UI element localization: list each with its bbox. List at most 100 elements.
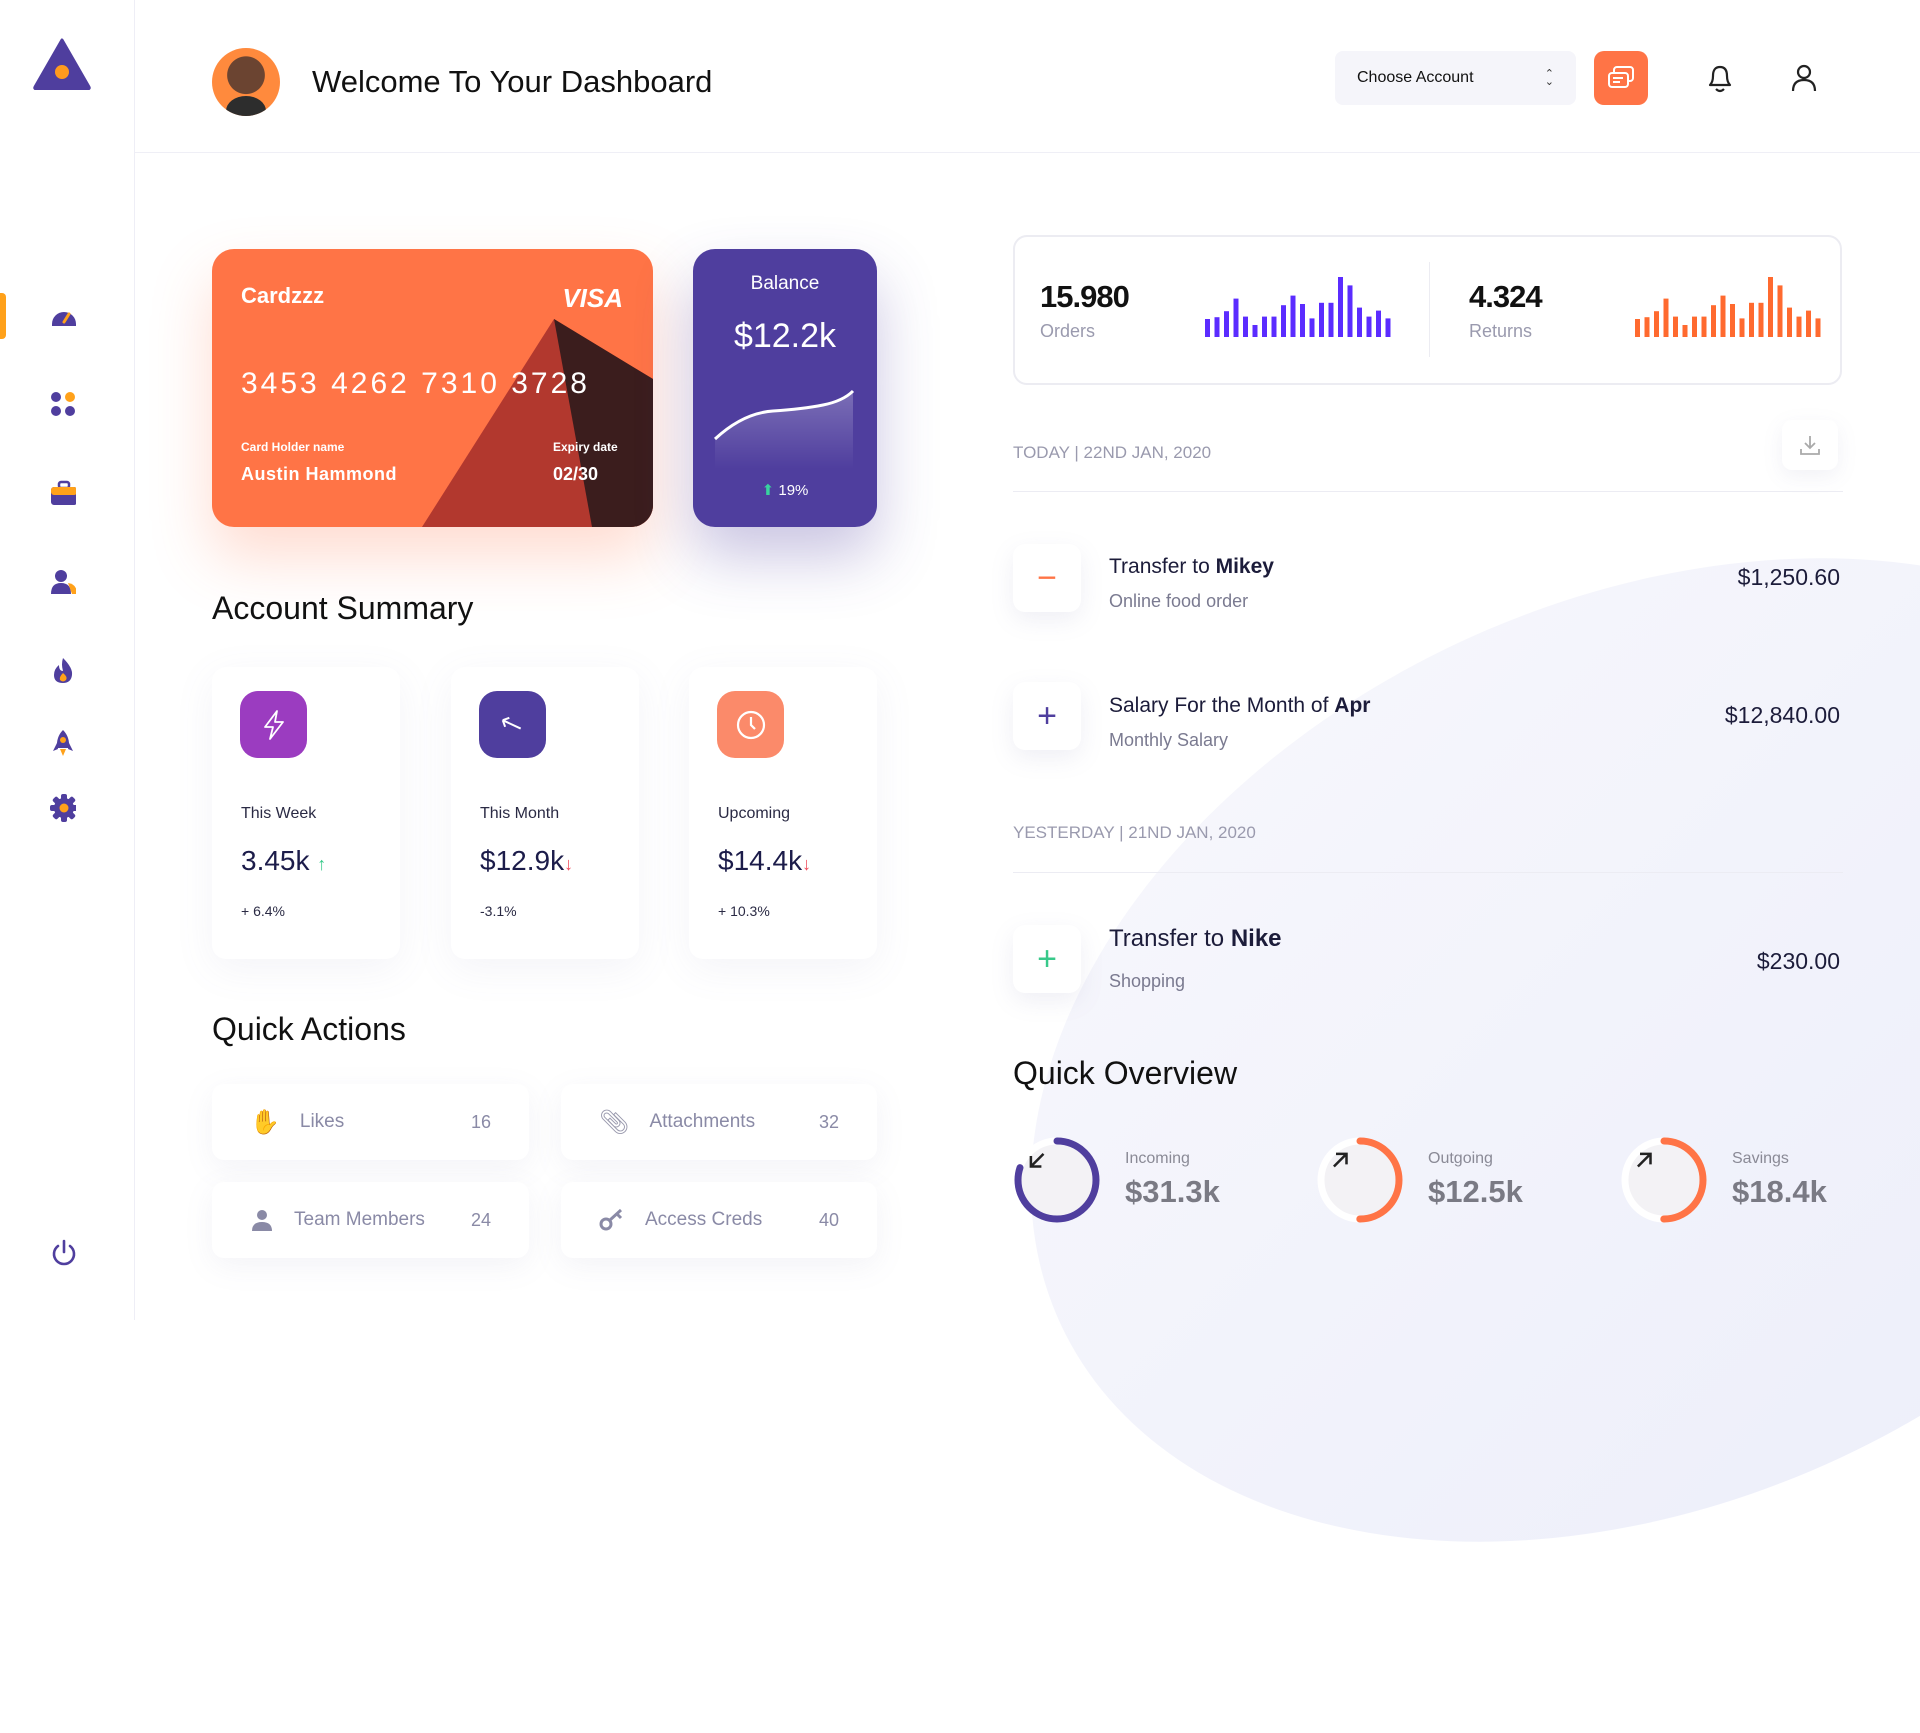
progress-ring [1317, 1137, 1403, 1223]
trend-up-icon: ↑ [317, 854, 327, 874]
chat-icon [1608, 66, 1634, 88]
avatar[interactable] [212, 48, 280, 116]
dashboard-gauge-icon [52, 312, 76, 326]
progress-arc [1014, 1137, 1100, 1223]
quick-action-attachments[interactable]: 📎︎ Attachments 32 [561, 1084, 877, 1160]
bar [1233, 298, 1239, 337]
sidebar-item-dashboard[interactable] [50, 303, 76, 329]
active-indicator [0, 293, 6, 339]
quick-action-likes[interactable]: ✋ Likes 16 [212, 1084, 529, 1160]
card-holder-name: Austin Hammond [241, 464, 398, 484]
quick-action-team-members[interactable]: Team Members 24 [212, 1182, 529, 1258]
sidebar-item-apps[interactable] [50, 391, 76, 417]
arrow-up-left-icon [479, 691, 546, 758]
quick-action-label: Team Members [294, 1209, 425, 1230]
apps-grid-icon [51, 392, 75, 416]
returns-label: Returns [1469, 321, 1533, 341]
sidebar-item-users[interactable] [50, 569, 76, 595]
plus-icon: + [1013, 925, 1081, 993]
expiry-date: 02/30 [553, 464, 599, 484]
summary-label: This Month [480, 805, 560, 822]
account-select[interactable]: Choose Account ⌃ ⌄ [1335, 51, 1576, 105]
transaction-title[interactable]: Transfer to Nike [1109, 925, 1282, 952]
summary-change: -3.1% [480, 903, 517, 919]
credit-card[interactable]: Cardzzz VISA 3453 4262 7310 3728 Card Ho… [212, 249, 653, 527]
transaction-title[interactable]: Transfer to Mikey [1109, 555, 1274, 578]
divider [1013, 491, 1843, 492]
sidebar-item-trending[interactable] [50, 657, 76, 683]
transaction-subtitle: Shopping [1109, 971, 1186, 991]
bar [1644, 317, 1650, 337]
bar [1205, 319, 1210, 337]
bar [1290, 295, 1296, 337]
summary-card-upcoming[interactable]: Upcoming $14.4k↓ + 10.3% [689, 667, 877, 959]
divider [1013, 872, 1843, 873]
bar [1300, 304, 1305, 337]
bar [1711, 305, 1716, 337]
balance-change-value: 19% [778, 482, 809, 499]
notifications-button[interactable] [1705, 62, 1735, 99]
divider [1429, 262, 1430, 357]
bell-icon [1708, 65, 1732, 93]
bar [1739, 318, 1745, 337]
bar [1338, 277, 1343, 337]
bar [1262, 316, 1267, 337]
bar [1252, 325, 1258, 337]
bar [1654, 311, 1659, 337]
summary-label: This Week [241, 805, 317, 822]
summary-amount: $14.4k [718, 845, 803, 876]
overview-label: Savings [1732, 1150, 1789, 1167]
trend-down-icon: ↓ [802, 854, 812, 874]
summary-label: Upcoming [718, 805, 791, 822]
progress-arc [1317, 1137, 1403, 1223]
clock-icon [717, 691, 784, 758]
summary-value: $12.9k↓ [480, 845, 573, 877]
quick-overview-title: Quick Overview [1013, 1055, 1238, 1091]
top-header: Welcome To Your Dashboard Choose Account… [135, 0, 1920, 153]
arrow-down-left-icon [1029, 1153, 1045, 1168]
bar [1271, 316, 1277, 337]
quick-action-count: 24 [470, 1209, 491, 1230]
quick-actions-title: Quick Actions [212, 1011, 406, 1047]
stats-panel: 15.980 Orders 4.324 Returns [1013, 235, 1842, 385]
transaction-amount: $12,840.00 [1724, 702, 1840, 728]
account-summary-title: Account Summary [212, 590, 474, 626]
logo [33, 38, 91, 90]
returns-bar-chart [1635, 277, 1821, 337]
bar [1796, 316, 1802, 337]
messages-button[interactable] [1594, 51, 1648, 105]
transaction-subtitle: Online food order [1109, 591, 1249, 611]
sidebar-item-launch[interactable] [50, 730, 76, 756]
quick-action-count: 16 [470, 1111, 491, 1132]
balance-card[interactable]: Balance $12.2k ⬆ 19% [693, 249, 877, 527]
profile-button[interactable] [1789, 62, 1819, 99]
bar [1366, 316, 1372, 337]
plus-icon: + [1013, 682, 1081, 750]
power-icon [52, 1239, 76, 1266]
date-header-yesterday: YESTERDAY | 21ND JAN, 2020 [1013, 823, 1256, 842]
transaction-title[interactable]: Salary For the Month of Apr [1109, 694, 1371, 717]
bar [1806, 310, 1811, 337]
sidebar-item-settings[interactable] [50, 794, 76, 822]
summary-card-this-week[interactable]: This Week 3.45k ↑ + 6.4% [212, 667, 400, 959]
sidebar-item-portfolio[interactable] [50, 480, 76, 506]
arrow-up-right-icon [1333, 1152, 1348, 1168]
bar [1328, 302, 1334, 337]
overview-value: $18.4k [1732, 1174, 1827, 1209]
account-select-value: Choose Account [1357, 69, 1474, 86]
orders-value: 15.980 [1040, 279, 1130, 314]
overview-value: $12.5k [1428, 1174, 1523, 1209]
card-number: 3453 4262 7310 3728 [241, 367, 590, 400]
bar [1692, 316, 1697, 337]
transaction-amount: $230.00 [1756, 948, 1840, 974]
download-button[interactable] [1782, 420, 1838, 470]
fire-icon [54, 658, 73, 683]
bar [1309, 318, 1315, 337]
summary-value: $14.4k↓ [718, 845, 811, 877]
summary-card-this-month[interactable]: This Month $12.9k↓ -3.1% [451, 667, 639, 959]
bar [1214, 317, 1220, 337]
quick-action-access-creds[interactable]: Access Creds 40 [561, 1182, 877, 1258]
quick-action-label: Likes [299, 1111, 345, 1132]
logout-button[interactable] [50, 1239, 76, 1266]
transaction-subtitle: Monthly Salary [1109, 730, 1229, 750]
